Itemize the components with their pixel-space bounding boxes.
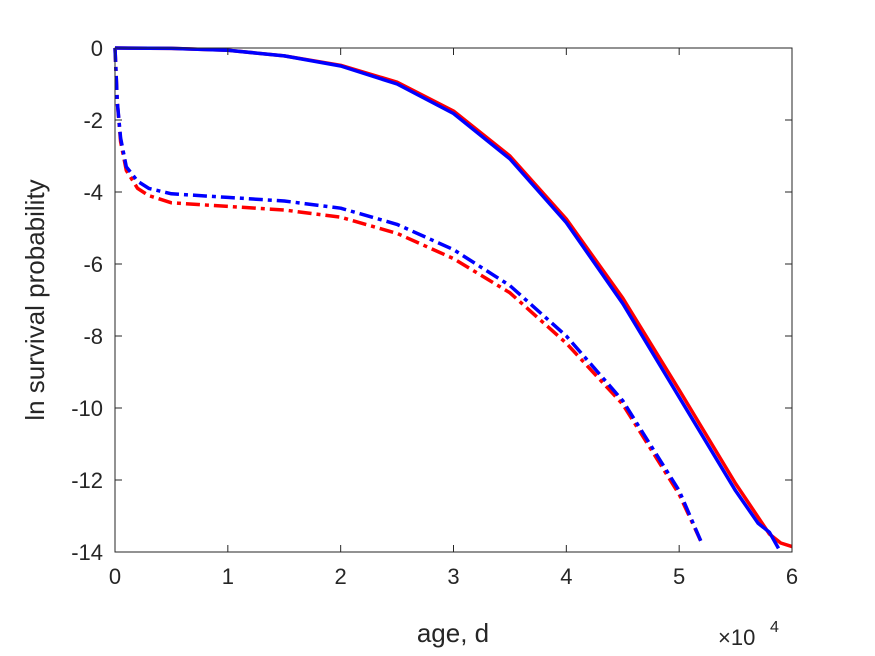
y-tick-label-1: -2 (83, 108, 103, 133)
y-tick-label-3: -6 (83, 252, 103, 277)
y-tick-label-7: -14 (71, 540, 103, 565)
y-tick-label-2: -4 (83, 180, 103, 205)
x-tick-label-4: 4 (560, 564, 572, 589)
x-tick-label-1: 1 (222, 564, 234, 589)
y-tick-label-4: -8 (83, 324, 103, 349)
x-tick-label-2: 2 (335, 564, 347, 589)
x-tick-label-3: 3 (447, 564, 459, 589)
x-axis-exponent: ×10 4 (718, 619, 779, 650)
y-tick-label-6: -12 (71, 468, 103, 493)
series-layer (113, 46, 793, 550)
x-exponent-base: ×10 (718, 625, 755, 650)
y-tick-label-5: -10 (71, 396, 103, 421)
y-axis-label: ln survival probability (20, 179, 50, 420)
x-tick-label-6: 6 (786, 564, 798, 589)
x-axis-label: age, d (417, 618, 489, 648)
x-tick-label-0: 0 (109, 564, 121, 589)
x-exponent-power: 4 (770, 619, 779, 636)
tick-layer: 0 1 2 3 4 5 6 0 -2 -4 -6 -8 -10 -12 -14 (71, 36, 798, 589)
series-line-2 (114, 46, 781, 550)
series-line-4 (113, 47, 704, 544)
y-tick-label-0: 0 (91, 36, 103, 61)
x-tick-label-5: 5 (673, 564, 685, 589)
